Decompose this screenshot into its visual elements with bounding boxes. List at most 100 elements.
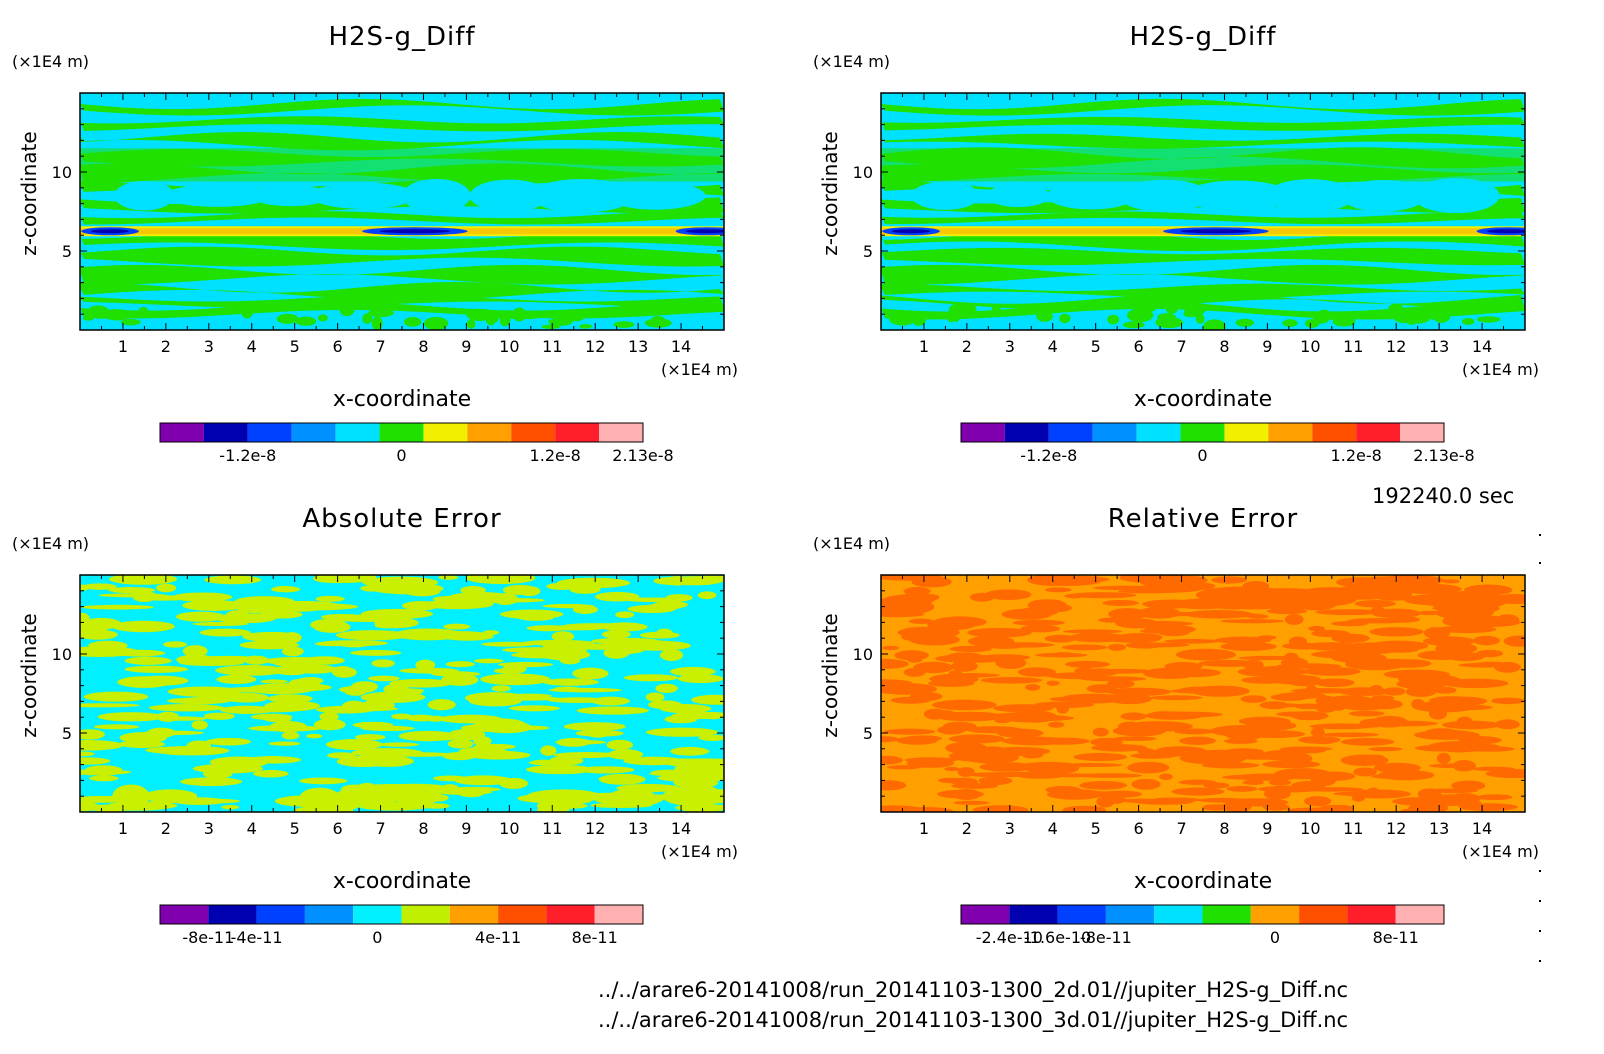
- orange-blob: [1112, 725, 1166, 737]
- yellow-blob: [669, 666, 716, 677]
- orange-blob: [1046, 680, 1060, 686]
- yellow-blob: [405, 714, 437, 722]
- orange-blob: [937, 725, 966, 735]
- yellow-blob: [80, 740, 124, 751]
- green-speckle: [362, 313, 373, 324]
- orange-blob: [1051, 652, 1076, 658]
- colorbar-swatch: [1136, 423, 1181, 442]
- orange-blob: [1179, 736, 1216, 745]
- chart-panel-4: Relative Error(×1E4 m)1 2 3 4 5 6 7 8 9 10 11 12 13 1…: [813, 504, 1539, 947]
- x-tick-label: 10: [499, 819, 519, 838]
- colorbar-swatch: [1092, 423, 1137, 442]
- green-speckle: [103, 309, 132, 321]
- green-speckle: [559, 311, 576, 324]
- orange-blob: [1091, 744, 1148, 752]
- orange-blob: [1139, 611, 1206, 617]
- x-tick-label: 1: [919, 337, 929, 356]
- x-tick-label: 11: [1343, 337, 1363, 356]
- orange-blob: [1284, 614, 1304, 625]
- colorbar-swatch: [1395, 905, 1444, 924]
- x-tick-label: 14: [671, 819, 691, 838]
- x-tick-label: 11: [542, 819, 562, 838]
- green-speckle: [1332, 316, 1356, 327]
- navy-core: [379, 229, 451, 234]
- x-tick-label: 7: [1176, 337, 1186, 356]
- green-speckle: [1428, 305, 1451, 312]
- orange-blob: [1152, 583, 1198, 593]
- green-speckle: [1403, 314, 1430, 324]
- orange-blob: [881, 597, 935, 616]
- yellow-blob: [526, 789, 602, 803]
- margin-dot: [1539, 900, 1541, 902]
- yellow-blob: [555, 739, 607, 745]
- yellow-blob: [615, 611, 635, 619]
- green-speckle: [295, 316, 317, 326]
- orange-blob: [1377, 769, 1435, 781]
- colorbar-swatch: [594, 905, 643, 924]
- orange-blob: [1303, 796, 1332, 807]
- orange-blob: [906, 758, 955, 768]
- orange-blob: [1260, 703, 1304, 708]
- orange-blob: [1477, 794, 1513, 801]
- orange-blob: [1120, 712, 1147, 721]
- chart-title: Relative Error: [1108, 504, 1299, 534]
- yellow-blob: [349, 649, 402, 656]
- margin-dot: [1539, 534, 1541, 536]
- yellow-blob: [502, 647, 574, 653]
- yellow-blob: [542, 603, 595, 609]
- x-tick-label: 14: [671, 337, 691, 356]
- colorbar-swatch: [1347, 905, 1396, 924]
- yellow-blob: [447, 738, 474, 749]
- yellow-blob: [111, 620, 175, 633]
- orange-blob: [988, 642, 1055, 648]
- cyan-lobe: [402, 178, 471, 213]
- colorbar: -1.2e-8 0 1.2e-8 2.13e-8: [960, 422, 1475, 465]
- orange-blob: [881, 805, 924, 812]
- orange-blob: [1254, 667, 1309, 676]
- orange-blob: [909, 634, 960, 646]
- x-tick-label: 7: [375, 337, 385, 356]
- green-speckle: [1122, 321, 1145, 329]
- cyan-lobe: [605, 181, 706, 210]
- colorbar-tick-label: 2.13e-8: [612, 446, 673, 465]
- margin-dot: [1539, 870, 1541, 872]
- orange-blob: [1467, 746, 1515, 752]
- yellow-blob: [154, 745, 230, 756]
- x-tick-label: 10: [1300, 819, 1320, 838]
- colorbar-tick-label: -1.2e-8: [219, 446, 276, 465]
- green-speckle: [912, 315, 926, 326]
- colorbar-tick-label: 8e-11: [1373, 928, 1419, 947]
- yellow-blob: [352, 721, 394, 729]
- x-tick-label: 11: [1343, 819, 1363, 838]
- orange-blob: [1417, 650, 1466, 660]
- yellow-blob: [606, 739, 634, 751]
- yellow-blob: [153, 716, 207, 721]
- yellow-blob: [88, 804, 131, 812]
- green-speckle: [253, 305, 271, 312]
- orange-blob: [1195, 586, 1292, 604]
- orange-blob: [1025, 684, 1041, 691]
- orange-blob: [882, 645, 900, 650]
- colorbar-swatch: [961, 905, 1010, 924]
- green-speckle: [138, 306, 149, 315]
- yellow-blob: [299, 777, 348, 785]
- x-tick-label: 2: [161, 337, 171, 356]
- yellow-blob: [98, 593, 168, 598]
- green-speckle: [371, 316, 383, 330]
- orange-blob: [1348, 710, 1385, 717]
- green-speckle: [276, 313, 299, 324]
- orange-blob: [1079, 781, 1128, 790]
- orange-blob: [1291, 688, 1358, 694]
- colorbar-swatch: [511, 423, 556, 442]
- green-speckle: [424, 316, 449, 330]
- yellow-blob: [118, 740, 166, 748]
- colorbar-swatch: [1105, 905, 1155, 924]
- colorbar-swatch: [304, 905, 354, 924]
- colorbar-swatch: [247, 423, 292, 442]
- colorbar-swatch: [599, 423, 643, 442]
- orange-blob: [1417, 610, 1441, 616]
- yellow-blob: [178, 659, 245, 667]
- green-speckle: [1155, 317, 1184, 329]
- orange-blob: [1456, 716, 1473, 727]
- orange-blob: [1411, 698, 1425, 710]
